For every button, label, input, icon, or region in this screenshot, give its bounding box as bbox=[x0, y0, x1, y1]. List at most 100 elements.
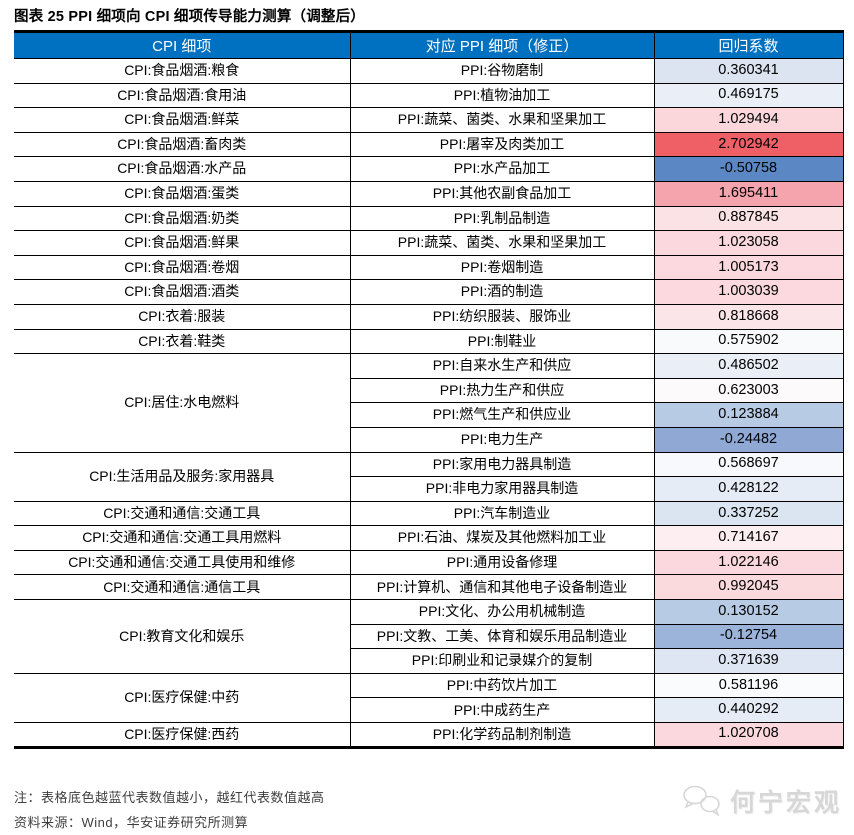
ppi-cpi-transmission-table: CPI 细项 对应 PPI 细项（修正） 回归系数 CPI:食品烟酒:粮食 PPI… bbox=[14, 30, 844, 749]
table-row: PPI:燃气生产和供应业 0.123884 bbox=[14, 402, 844, 428]
ppi-item-cell: PPI:印刷业和记录媒介的复制 bbox=[349, 648, 655, 674]
coefficient-cell: -0.50758 bbox=[653, 156, 844, 182]
table-row: CPI:交通和通信:交通工具用燃料 PPI:石油、煤炭及其他燃料加工业 0.7141… bbox=[14, 525, 844, 551]
coefficient-cell: 2.702942 bbox=[653, 131, 844, 158]
coefficient-cell: 0.428122 bbox=[653, 476, 844, 502]
cpi-item-cell: CPI:医疗保健:中药 bbox=[14, 672, 351, 724]
ppi-item-cell: PPI:热力生产和供应 bbox=[349, 377, 655, 404]
ppi-item-cell: PPI:电力生产 bbox=[349, 426, 655, 453]
coefficient-cell: 0.123884 bbox=[653, 402, 844, 428]
ppi-item-cell: PPI:汽车制造业 bbox=[349, 500, 655, 527]
ppi-item-cell: PPI:纺织服装、服饰业 bbox=[349, 303, 655, 330]
cpi-item-cell: CPI:食品烟酒:卷烟 bbox=[14, 254, 351, 281]
ppi-item-cell: PPI:化学药品制剂制造 bbox=[349, 722, 655, 749]
coefficient-cell: 0.818668 bbox=[653, 303, 844, 330]
ppi-item-cell: PPI:通用设备修理 bbox=[349, 549, 655, 576]
table-row: CPI:交通和通信:交通工具使用和维修 PPI:通用设备修理 1.022146 bbox=[14, 549, 844, 576]
ppi-item-cell: PPI:非电力家用器具制造 bbox=[349, 476, 655, 502]
ppi-item-cell: PPI:自来水生产和供应 bbox=[349, 353, 655, 379]
coefficient-cell: 1.003039 bbox=[653, 279, 844, 305]
table-row: CPI:食品烟酒:奶类 PPI:乳制品制造 0.887845 bbox=[14, 205, 844, 232]
coefficient-cell: 0.130152 bbox=[653, 599, 844, 625]
figure-title: 图表 25 PPI 细项向 CPI 细项传导能力测算（调整后） bbox=[14, 9, 366, 25]
watermark: 何宁宏观 bbox=[682, 783, 842, 819]
cpi-item-cell: CPI:食品烟酒:畜肉类 bbox=[14, 131, 351, 158]
coefficient-cell: 1.022146 bbox=[653, 549, 844, 576]
cpi-item-cell: CPI:交通和通信:交通工具使用和维修 bbox=[14, 549, 351, 576]
ppi-item-cell: PPI:制鞋业 bbox=[349, 328, 655, 355]
cpi-item-cell: CPI:居住:水电燃料 bbox=[14, 353, 351, 453]
ppi-item-cell: PPI:卷烟制造 bbox=[349, 254, 655, 281]
coefficient-cell: 0.486502 bbox=[653, 353, 844, 379]
header-ppi-item: 对应 PPI 细项（修正） bbox=[349, 30, 655, 59]
coefficient-cell: 0.623003 bbox=[653, 377, 844, 404]
coefficient-cell: 1.695411 bbox=[653, 180, 844, 207]
ppi-item-cell: PPI:屠宰及肉类加工 bbox=[349, 131, 655, 158]
table-row: CPI:食品烟酒:水产品 PPI:水产品加工 -0.50758 bbox=[14, 156, 844, 182]
table-row: CPI:交通和通信:交通工具 PPI:汽车制造业 0.337252 bbox=[14, 500, 844, 527]
table-row: CPI:居住:水电燃料 PPI:自来水生产和供应 0.486502 bbox=[14, 353, 844, 453]
header-cpi-item: CPI 细项 bbox=[14, 30, 351, 59]
coefficient-cell: 1.005173 bbox=[653, 254, 844, 281]
coefficient-cell: 0.714167 bbox=[653, 525, 844, 551]
ppi-item-cell: PPI:乳制品制造 bbox=[349, 205, 655, 232]
table-row: CPI:交通和通信:通信工具 PPI:计算机、通信和其他电子设备制造业 0.9920… bbox=[14, 574, 844, 601]
cpi-item-cell: CPI:交通和通信:通信工具 bbox=[14, 574, 351, 601]
ppi-item-cell: PPI:植物油加工 bbox=[349, 82, 655, 109]
note-text: 注：表格底色越蓝代表数值越小，越红代表数值越高 bbox=[14, 790, 325, 805]
table-body: CPI:食品烟酒:粮食 PPI:谷物磨制 0.360341 CPI:食品烟酒:食用油 P… bbox=[14, 58, 844, 749]
table-header: CPI 细项 对应 PPI 细项（修正） 回归系数 bbox=[14, 30, 844, 59]
coefficient-cell: 1.029494 bbox=[653, 107, 844, 133]
cpi-item-cell: CPI:食品烟酒:水产品 bbox=[14, 156, 351, 182]
cpi-item-cell: CPI:交通和通信:交通工具 bbox=[14, 500, 351, 527]
table-row: CPI:衣着:服装 PPI:纺织服装、服饰业 0.818668 bbox=[14, 303, 844, 330]
coefficient-cell: 0.469175 bbox=[653, 82, 844, 109]
coefficient-cell: 0.337252 bbox=[653, 500, 844, 527]
cpi-item-cell: CPI:食品烟酒:奶类 bbox=[14, 205, 351, 232]
cpi-item-cell: CPI:食品烟酒:鲜菜 bbox=[14, 107, 351, 133]
cpi-item-cell: CPI:食品烟酒:蛋类 bbox=[14, 180, 351, 207]
cpi-item-cell: CPI:食品烟酒:食用油 bbox=[14, 82, 351, 109]
coefficient-cell: 1.023058 bbox=[653, 230, 844, 256]
ppi-item-cell: PPI:酒的制造 bbox=[349, 279, 655, 305]
ppi-item-cell: PPI:中成药生产 bbox=[349, 697, 655, 724]
table-row: CPI:食品烟酒:酒类 PPI:酒的制造 1.003039 bbox=[14, 279, 844, 305]
table-row: CPI:食品烟酒:畜肉类 PPI:屠宰及肉类加工 2.702942 bbox=[14, 131, 844, 158]
ppi-item-cell: PPI:蔬菜、菌类、水果和坚果加工 bbox=[349, 230, 655, 256]
table-row: PPI:非电力家用器具制造 0.428122 bbox=[14, 476, 844, 502]
cpi-item-cell: CPI:交通和通信:交通工具用燃料 bbox=[14, 525, 351, 551]
cpi-item-cell: CPI:衣着:服装 bbox=[14, 303, 351, 330]
table-row: CPI:生活用品及服务:家用器具 PPI:家用电力器具制造 0.568697 bbox=[14, 451, 844, 502]
ppi-item-cell: PPI:水产品加工 bbox=[349, 156, 655, 182]
coefficient-cell: 0.440292 bbox=[653, 697, 844, 724]
cpi-item-cell: CPI:医疗保健:西药 bbox=[14, 722, 351, 749]
ppi-item-cell: PPI:石油、煤炭及其他燃料加工业 bbox=[349, 525, 655, 551]
table-row: PPI:印刷业和记录媒介的复制 0.371639 bbox=[14, 648, 844, 674]
cpi-item-cell: CPI:食品烟酒:鲜果 bbox=[14, 230, 351, 256]
coefficient-cell: 1.020708 bbox=[653, 722, 844, 749]
cpi-item-cell: CPI:生活用品及服务:家用器具 bbox=[14, 451, 351, 502]
table-row: CPI:食品烟酒:蛋类 PPI:其他农副食品加工 1.695411 bbox=[14, 180, 844, 207]
table-row: CPI:医疗保健:西药 PPI:化学药品制剂制造 1.020708 bbox=[14, 722, 844, 749]
cpi-item-cell: CPI:食品烟酒:酒类 bbox=[14, 279, 351, 305]
ppi-item-cell: PPI:文化、办公用机械制造 bbox=[349, 599, 655, 625]
table-row: CPI:医疗保健:中药 PPI:中药饮片加工 0.581196 bbox=[14, 672, 844, 724]
table-row: PPI:文教、工美、体育和娱乐用品制造业 -0.12754 bbox=[14, 623, 844, 650]
ppi-item-cell: PPI:其他农副食品加工 bbox=[349, 180, 655, 207]
ppi-item-cell: PPI:家用电力器具制造 bbox=[349, 451, 655, 478]
coefficient-cell: 0.360341 bbox=[653, 58, 844, 84]
source-text: 资料来源：Wind，华安证券研究所测算 bbox=[14, 815, 249, 830]
ppi-item-cell: PPI:蔬菜、菌类、水果和坚果加工 bbox=[349, 107, 655, 133]
coefficient-cell: -0.12754 bbox=[653, 623, 844, 650]
wechat-bubbles-icon bbox=[682, 785, 722, 817]
table-row: PPI:中成药生产 0.440292 bbox=[14, 697, 844, 724]
ppi-item-cell: PPI:燃气生产和供应业 bbox=[349, 402, 655, 428]
table-row: CPI:衣着:鞋类 PPI:制鞋业 0.575902 bbox=[14, 328, 844, 355]
header-regression-coefficient: 回归系数 bbox=[653, 30, 844, 59]
ppi-item-cell: PPI:中药饮片加工 bbox=[349, 672, 655, 699]
table-row: CPI:食品烟酒:卷烟 PPI:卷烟制造 1.005173 bbox=[14, 254, 844, 281]
coefficient-cell: 0.581196 bbox=[653, 672, 844, 699]
cpi-item-cell: CPI:衣着:鞋类 bbox=[14, 328, 351, 355]
coefficient-cell: -0.24482 bbox=[653, 426, 844, 453]
